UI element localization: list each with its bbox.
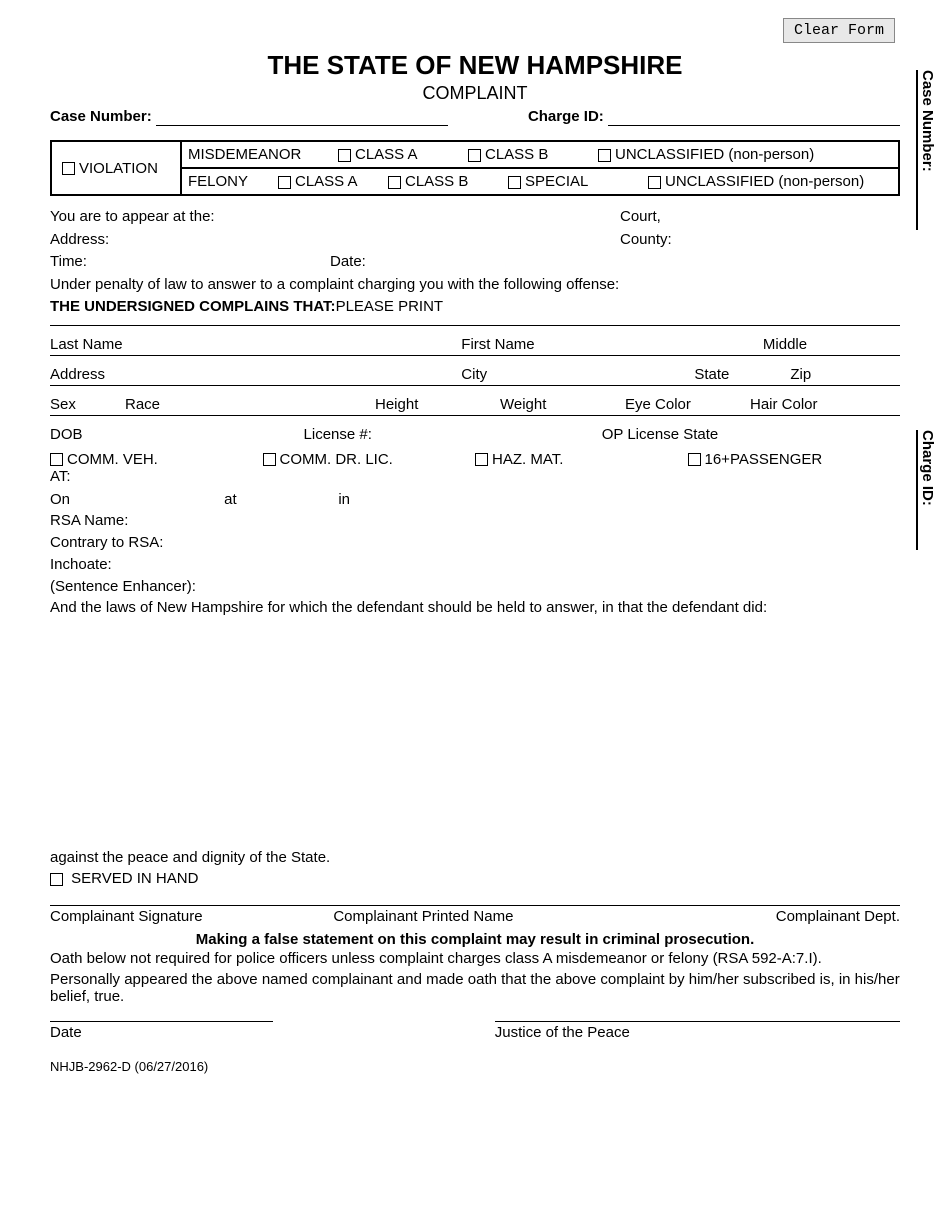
rsa-name-label: RSA Name:: [50, 510, 900, 532]
clear-form-button[interactable]: Clear Form: [783, 18, 895, 43]
weight-label: Weight: [500, 396, 625, 413]
race-label: Race: [125, 396, 375, 413]
penalty-text: Under penalty of law to answer to a comp…: [50, 274, 619, 297]
eye-color-label: Eye Color: [625, 396, 750, 413]
misd-class-b-label: CLASS B: [485, 146, 548, 163]
comm-veh-checkbox[interactable]: [50, 453, 63, 466]
undersigned-bold: THE UNDERSIGNED COMPLAINS THAT:: [50, 296, 336, 319]
court-label: Court,: [620, 206, 661, 229]
time-label: Time:: [50, 251, 330, 274]
contrary-rsa-label: Contrary to RSA:: [50, 532, 900, 554]
pass16-label: 16+PASSENGER: [705, 451, 823, 468]
fel-class-b-label: CLASS B: [405, 173, 468, 190]
comm-veh-label: COMM. VEH.: [67, 451, 158, 468]
height-label: Height: [375, 396, 500, 413]
sex-label: Sex: [50, 396, 125, 413]
appear-at-label: You are to appear at the:: [50, 206, 620, 229]
sidebar-charge-id: Charge ID:: [919, 430, 936, 506]
pass16-checkbox[interactable]: [688, 453, 701, 466]
address-field-label: Address: [50, 366, 461, 383]
comm-dr-lic-label: COMM. DR. LIC.: [280, 451, 393, 468]
undersigned-plain: PLEASE PRINT: [336, 296, 444, 319]
violation-label: VIOLATION: [79, 160, 158, 177]
fel-special-checkbox[interactable]: [508, 176, 521, 189]
offense-description-area[interactable]: [50, 619, 900, 849]
fel-unclassified-label: UNCLASSIFIED (non-person): [665, 173, 864, 190]
address-label: Address:: [50, 229, 620, 252]
haz-mat-checkbox[interactable]: [475, 453, 488, 466]
classification-table: VIOLATION MISDEMEANOR CLASS A CLASS B UN…: [50, 140, 900, 196]
dob-label: DOB: [50, 426, 304, 443]
state-label: State: [694, 366, 790, 383]
page-title: THE STATE OF NEW HAMPSHIRE: [50, 50, 900, 81]
charge-id-label: Charge ID:: [528, 108, 604, 126]
sidebar-underline-2: [916, 430, 918, 550]
misd-class-a-checkbox[interactable]: [338, 149, 351, 162]
county-label: County:: [620, 229, 672, 252]
page-subtitle: COMPLAINT: [50, 83, 900, 104]
oath-line-2: Personally appeared the above named comp…: [50, 971, 900, 1005]
city-label: City: [461, 366, 694, 383]
charge-id-field[interactable]: [608, 108, 900, 126]
sidebar-case-number: Case Number:: [919, 70, 936, 172]
haz-mat-label: HAZ. MAT.: [492, 451, 563, 468]
misd-unclassified-checkbox[interactable]: [598, 149, 611, 162]
at-label: AT:: [50, 468, 900, 485]
zip-label: Zip: [790, 366, 900, 383]
fel-special-label: SPECIAL: [525, 173, 588, 190]
on-label: On: [50, 489, 220, 511]
fel-class-a-checkbox[interactable]: [278, 176, 291, 189]
date-signature-label: Date: [50, 1021, 273, 1041]
last-name-label: Last Name: [50, 336, 461, 353]
fel-unclassified-checkbox[interactable]: [648, 176, 661, 189]
inchoate-label: Inchoate:: [50, 554, 900, 576]
complainant-printed-label: Complainant Printed Name: [333, 908, 616, 925]
served-in-hand-label: SERVED IN HAND: [71, 870, 198, 887]
misd-class-a-label: CLASS A: [355, 146, 418, 163]
fel-class-a-label: CLASS A: [295, 173, 358, 190]
at-time-label: at: [224, 489, 334, 511]
oath-line-1: Oath below not required for police offic…: [50, 950, 900, 967]
complainant-signature-label: Complainant Signature: [50, 908, 333, 925]
served-in-hand-checkbox[interactable]: [50, 873, 63, 886]
misd-unclassified-label: UNCLASSIFIED (non-person): [615, 146, 814, 163]
felony-label: FELONY: [188, 173, 278, 190]
middle-label: Middle: [763, 336, 900, 353]
case-number-label: Case Number:: [50, 108, 152, 126]
misd-class-b-checkbox[interactable]: [468, 149, 481, 162]
against-peace-text: against the peace and dignity of the Sta…: [50, 849, 900, 866]
laws-text: And the laws of New Hampshire for which …: [50, 597, 900, 619]
sidebar-underline-1: [916, 70, 918, 230]
case-number-field[interactable]: [156, 108, 448, 126]
justice-of-peace-label: Justice of the Peace: [495, 1021, 900, 1041]
complainant-dept-label: Complainant Dept.: [617, 908, 900, 925]
violation-checkbox[interactable]: [62, 162, 75, 175]
hair-color-label: Hair Color: [750, 396, 900, 413]
first-name-label: First Name: [461, 336, 763, 353]
fel-class-b-checkbox[interactable]: [388, 176, 401, 189]
date-label: Date:: [330, 251, 366, 274]
misdemeanor-label: MISDEMEANOR: [188, 146, 338, 163]
form-id-footer: NHJB-2962-D (06/27/2016): [50, 1059, 900, 1074]
false-statement-warning: Making a false statement on this complai…: [50, 931, 900, 948]
op-license-state-label: OP License State: [602, 426, 900, 443]
sentence-enhancer-label: (Sentence Enhancer):: [50, 576, 900, 598]
license-num-label: License #:: [304, 426, 602, 443]
comm-dr-lic-checkbox[interactable]: [263, 453, 276, 466]
in-label: in: [338, 491, 350, 508]
